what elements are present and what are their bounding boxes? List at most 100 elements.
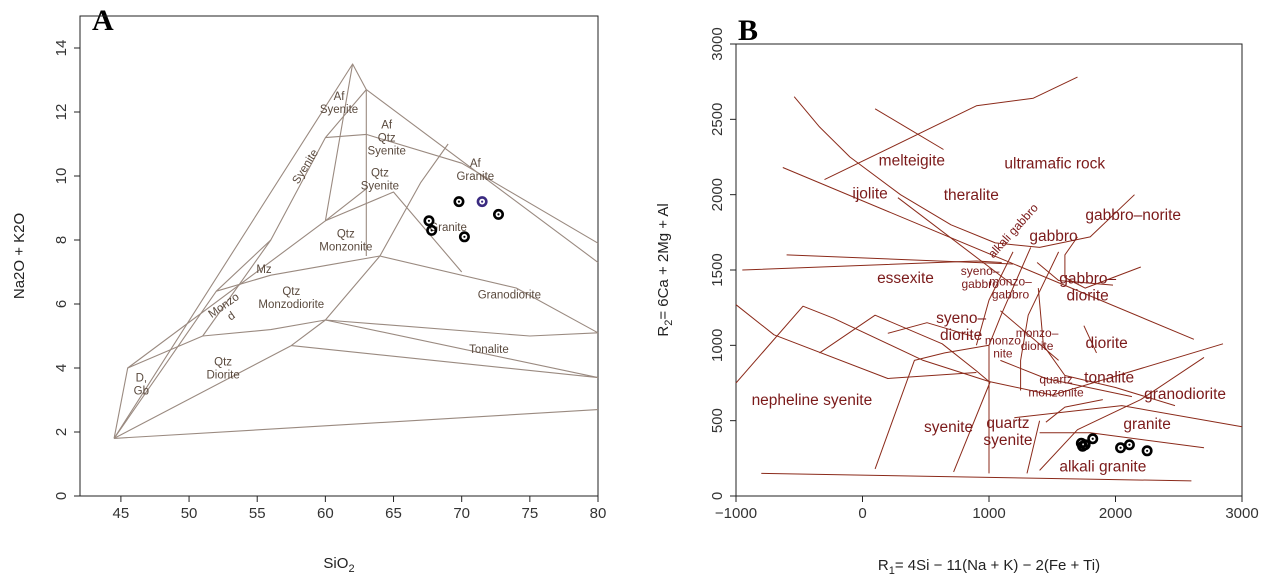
field-boundary bbox=[1036, 262, 1114, 286]
y-tick-label: 10 bbox=[53, 168, 70, 185]
field-label: melteigite bbox=[879, 153, 945, 170]
field-boundary bbox=[1037, 288, 1176, 407]
field-boundary bbox=[216, 255, 599, 334]
field-label: syenite bbox=[924, 419, 973, 436]
field-label: essexite bbox=[877, 270, 934, 287]
field-label-line: nite bbox=[993, 346, 1013, 360]
x-tick-label: 70 bbox=[453, 505, 470, 522]
x-tick-label: 0 bbox=[858, 505, 866, 522]
field-label-line: theralite bbox=[944, 187, 999, 204]
field-boundary bbox=[988, 247, 1032, 346]
field-label: syeno– gabbro bbox=[961, 264, 1000, 291]
data-point-center bbox=[1081, 445, 1084, 448]
field-label: gabbro bbox=[1029, 228, 1077, 245]
field-label-line: Monzonite bbox=[319, 242, 372, 254]
field-label: granodiorite bbox=[1144, 386, 1226, 403]
field-boundary bbox=[366, 133, 599, 244]
field-label-line: syenite bbox=[924, 419, 973, 436]
field-label-line: essexite bbox=[877, 270, 934, 287]
x-tick-label: 3000 bbox=[1225, 505, 1258, 522]
field-label: tonalite bbox=[1084, 369, 1134, 386]
field-boundary bbox=[897, 197, 1014, 286]
field-boundary bbox=[113, 63, 599, 439]
field-label: Af Syenite bbox=[320, 91, 358, 116]
panel-a-frame bbox=[79, 15, 599, 497]
field-label-line: melteigite bbox=[879, 153, 945, 170]
field-label-line: diorite bbox=[1021, 339, 1054, 353]
field-boundary bbox=[127, 319, 326, 369]
field-label-line: Syenite bbox=[361, 181, 399, 193]
data-point-center bbox=[1128, 443, 1131, 446]
field-label: granite bbox=[1123, 416, 1170, 433]
panel-a-field-boundaries bbox=[113, 63, 599, 439]
panel-b-y-axis-label: R bbox=[655, 326, 672, 337]
field-label: gabbro– diorite bbox=[1059, 271, 1116, 305]
field-label-line: Qtz bbox=[337, 229, 355, 241]
field-label-line: Af bbox=[470, 158, 482, 170]
field-boundary bbox=[1026, 420, 1041, 474]
field-boundary bbox=[1039, 432, 1205, 449]
data-point bbox=[476, 196, 488, 208]
field-label: Qtz Monzonite bbox=[319, 229, 372, 254]
field-label-line: Granite bbox=[429, 222, 467, 234]
y-tick-label: 0 bbox=[53, 492, 70, 500]
panel-b-r1r2-diagram: B melteigite ultramafic rock ijolite theral… bbox=[655, 14, 1259, 577]
field-label-line: quartz bbox=[986, 415, 1029, 432]
field-boundary bbox=[887, 322, 973, 337]
field-label-line: Tonalite bbox=[469, 344, 509, 356]
field-label: Monzod bbox=[206, 291, 249, 331]
field-label: monzo nite bbox=[985, 333, 1021, 360]
data-point bbox=[458, 231, 470, 243]
field-boundary bbox=[1083, 325, 1097, 354]
field-label: theralite bbox=[944, 187, 999, 204]
field-label-line: d bbox=[225, 310, 237, 324]
field-label-line: Qtz bbox=[371, 168, 389, 180]
field-label-line: Monzodiorite bbox=[258, 299, 324, 311]
field-label-line: nepheline syenite bbox=[752, 392, 873, 409]
field-label-line: diorite bbox=[1086, 335, 1128, 352]
x-tick-label: 50 bbox=[181, 505, 198, 522]
panel-b-data-points bbox=[1075, 433, 1153, 457]
panel-b-x-axis-label-rest: = 4Si − 11(Na + K) − 2(Fe + Ti) bbox=[895, 557, 1100, 574]
field-label-line: gabbro–norite bbox=[1085, 207, 1181, 224]
x-tick-label: 65 bbox=[385, 505, 402, 522]
y-tick-label: 0 bbox=[709, 492, 726, 500]
field-label-line: Qtz bbox=[214, 357, 232, 369]
field-label-line: monzo– bbox=[1016, 326, 1059, 340]
field-label-line: Syenite bbox=[320, 104, 358, 116]
field-label: D, Gb bbox=[134, 373, 149, 398]
field-boundary bbox=[325, 188, 367, 222]
field-label-line: Granodiorite bbox=[478, 289, 541, 301]
panel-a-x-axis-label: SiO bbox=[323, 555, 348, 572]
panel-b-y-axis-label-sub: 2 bbox=[663, 320, 675, 326]
field-label-line: granodiorite bbox=[1144, 386, 1226, 403]
field-label: Granite bbox=[429, 222, 467, 234]
field-boundary bbox=[325, 319, 599, 337]
field-label-line: Syenite bbox=[368, 146, 406, 158]
field-label: Mz bbox=[256, 264, 272, 276]
panel-a-x-ticks: 45 50 55 60 65 70 75 80 bbox=[113, 496, 606, 522]
field-boundary bbox=[291, 345, 599, 379]
field-boundary bbox=[1000, 310, 1059, 361]
field-label-line: gabbro bbox=[992, 288, 1030, 302]
panel-a-letter: A bbox=[92, 4, 114, 37]
field-label-line: diorite bbox=[940, 327, 982, 344]
field-label-line: syenite bbox=[983, 432, 1032, 449]
x-tick-label: 60 bbox=[317, 505, 334, 522]
field-label: diorite bbox=[1086, 335, 1128, 352]
field-boundary bbox=[735, 304, 977, 379]
field-boundary bbox=[1064, 236, 1141, 289]
field-boundary bbox=[874, 108, 944, 150]
field-boundary bbox=[1045, 399, 1103, 423]
field-label-line: syeno– bbox=[961, 264, 1000, 278]
field-label-line: quartz bbox=[1039, 373, 1072, 387]
data-point-center bbox=[463, 235, 466, 238]
panel-b-field-boundaries bbox=[735, 76, 1243, 482]
panel-b-y-axis-title: R2= 6Ca + 2Mg + Al bbox=[655, 203, 675, 336]
field-boundary bbox=[1039, 356, 1205, 471]
field-boundary bbox=[819, 314, 990, 382]
y-tick-label: 6 bbox=[53, 300, 70, 308]
panel-b-x-axis-label: R bbox=[878, 557, 889, 574]
field-label-line: gabbro– bbox=[1059, 271, 1116, 288]
data-point-center bbox=[497, 213, 500, 216]
